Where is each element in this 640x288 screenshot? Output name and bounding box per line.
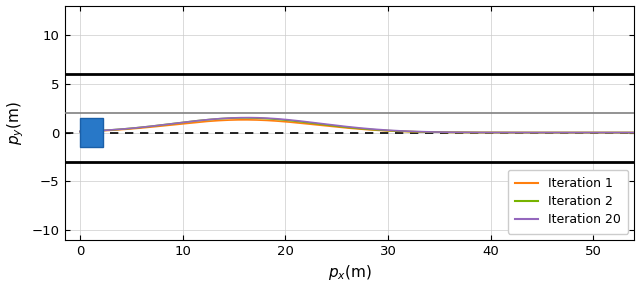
Bar [80, 118, 102, 147]
Legend: Iteration 1, Iteration 2, Iteration 20: Iteration 1, Iteration 2, Iteration 20 [508, 170, 628, 234]
X-axis label: $p_x$(m): $p_x$(m) [328, 264, 371, 283]
Y-axis label: $p_y$(m): $p_y$(m) [6, 101, 26, 145]
